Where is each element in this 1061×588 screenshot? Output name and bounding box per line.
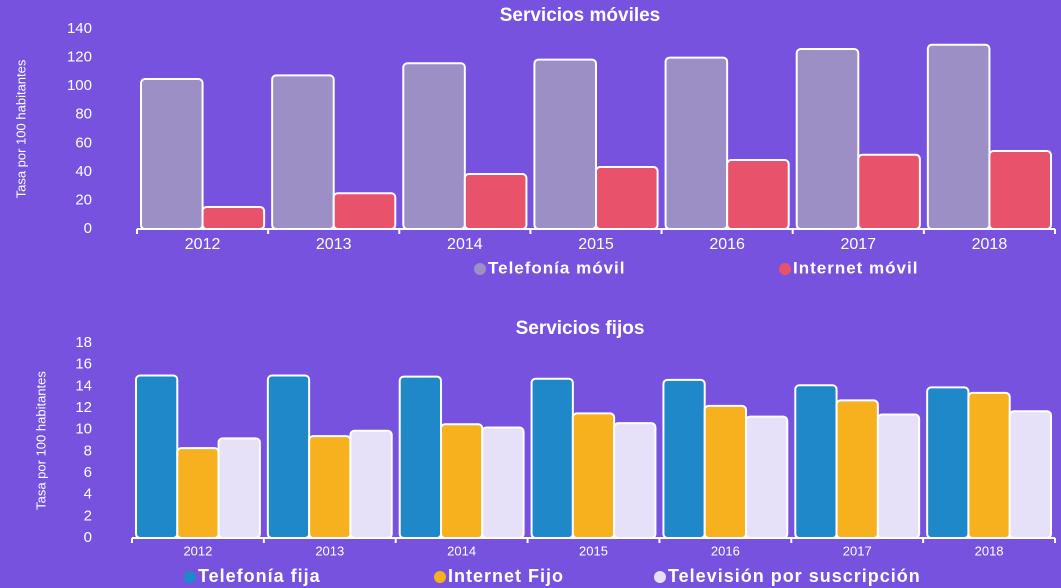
- bar: [140, 78, 204, 230]
- y-tick-label: 12: [75, 399, 92, 416]
- legend-marker: [779, 263, 791, 275]
- x-tick-label: 2016: [711, 543, 740, 558]
- x-tick-label: 2018: [972, 236, 1008, 253]
- y-tick-label: 120: [67, 49, 92, 66]
- bar: [967, 391, 1011, 540]
- bar: [664, 56, 729, 231]
- bar: [349, 429, 393, 539]
- x-tick-label: 2014: [447, 236, 483, 253]
- y-axis-label: Tasa por 100 habitantes: [33, 371, 48, 510]
- x-tick-label: 2016: [709, 236, 745, 253]
- legend-marker: [434, 571, 446, 583]
- y-tick-label: 6: [84, 464, 92, 481]
- bar: [926, 386, 970, 539]
- bar: [571, 412, 616, 539]
- y-tick-label: 4: [84, 486, 92, 503]
- bar: [266, 374, 311, 539]
- bar: [201, 206, 266, 230]
- y-tick-label: 14: [75, 377, 92, 394]
- bar: [533, 58, 598, 231]
- x-tick-label: 2018: [975, 543, 1004, 558]
- y-tick-label: 40: [75, 163, 92, 180]
- x-tick-label: 2014: [447, 543, 476, 558]
- chart-title: Servicios fijos: [516, 318, 645, 339]
- bar: [176, 447, 220, 540]
- bar: [795, 48, 860, 230]
- bar: [217, 437, 261, 540]
- bar: [398, 375, 443, 540]
- x-tick-label: 2012: [183, 543, 212, 558]
- x-tick-label: 2013: [315, 543, 344, 558]
- bar: [463, 173, 528, 230]
- y-tick-label: 8: [84, 442, 92, 459]
- x-tick-label: 2015: [579, 543, 608, 558]
- x-tick-label: 2015: [578, 236, 614, 253]
- x-tick-label: 2017: [840, 236, 876, 253]
- x-tick-label: 2012: [185, 236, 221, 253]
- y-tick-label: 2: [84, 507, 92, 524]
- legend-label: Internet Fijo: [448, 566, 564, 586]
- y-tick-label: 100: [67, 77, 92, 94]
- bar: [794, 384, 838, 539]
- bar: [835, 399, 879, 539]
- legend-marker: [184, 571, 196, 583]
- bar: [726, 159, 790, 230]
- x-tick-label: 2013: [316, 236, 352, 253]
- y-axis-label: Tasa por 100 habitantes: [13, 59, 28, 198]
- bar: [271, 74, 335, 230]
- y-tick-label: 0: [84, 220, 92, 237]
- legend-marker: [654, 571, 666, 583]
- bar: [662, 378, 706, 540]
- legend-label: Televisión por suscripción: [668, 566, 921, 586]
- y-tick-label: 60: [75, 134, 92, 151]
- bar: [926, 43, 991, 231]
- legend-marker: [474, 263, 486, 275]
- chart-title: Servicios móviles: [500, 5, 661, 26]
- bar: [745, 415, 789, 539]
- bar: [595, 166, 659, 230]
- bar: [308, 435, 352, 539]
- bar: [481, 426, 525, 539]
- y-tick-label: 140: [67, 20, 92, 37]
- bar: [332, 192, 397, 231]
- bar: [613, 422, 657, 539]
- y-tick-label: 18: [75, 334, 92, 351]
- bar: [530, 377, 574, 539]
- bar: [988, 150, 1053, 230]
- legend-label: Telefonía móvil: [488, 258, 626, 277]
- bar: [857, 153, 921, 230]
- bar: [402, 62, 466, 230]
- y-tick-label: 80: [75, 106, 92, 123]
- legend-label: Internet móvil: [793, 258, 918, 277]
- bar: [703, 404, 748, 540]
- y-tick-label: 16: [75, 356, 92, 373]
- bar: [1008, 410, 1053, 539]
- y-tick-label: 20: [75, 191, 92, 208]
- bar: [876, 413, 921, 539]
- y-tick-label: 10: [75, 421, 92, 438]
- legend-label: Telefonía fija: [198, 566, 321, 586]
- bar: [135, 374, 179, 539]
- y-tick-label: 0: [84, 529, 92, 546]
- bar: [440, 423, 484, 539]
- x-tick-label: 2017: [843, 543, 872, 558]
